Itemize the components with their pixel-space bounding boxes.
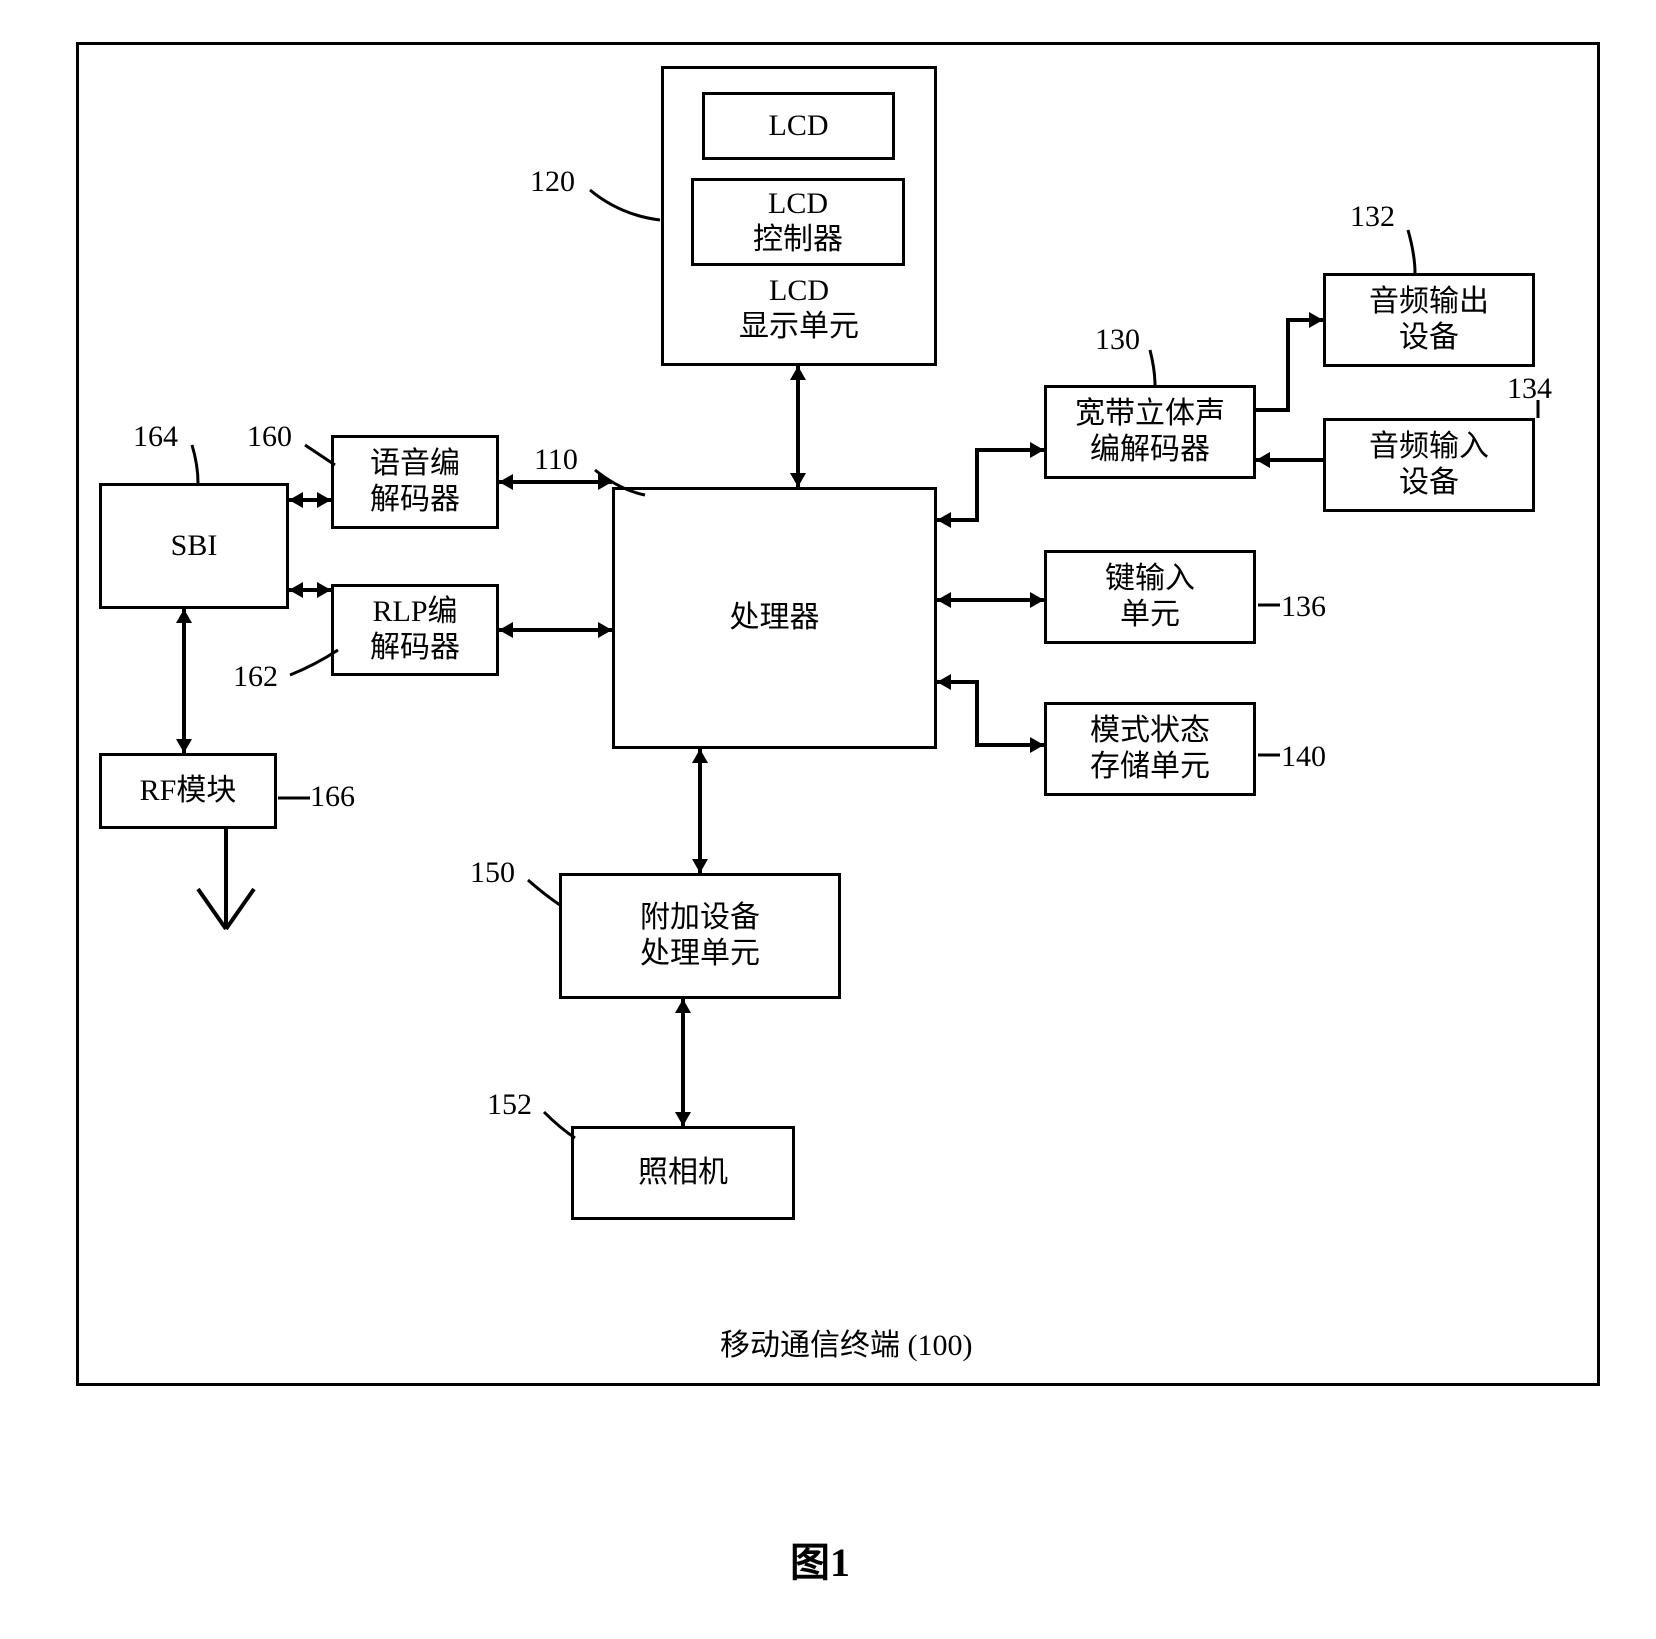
figure-caption: 图1	[790, 1530, 850, 1588]
diagram-root: LCD 显示单元 LCD LCD 控制器 处理器 语音编 解码器 RLP编 解码…	[20, 20, 1636, 1619]
leader-lines	[20, 20, 1636, 1420]
terminal-caption: 移动通信终端 (100)	[720, 1320, 972, 1364]
